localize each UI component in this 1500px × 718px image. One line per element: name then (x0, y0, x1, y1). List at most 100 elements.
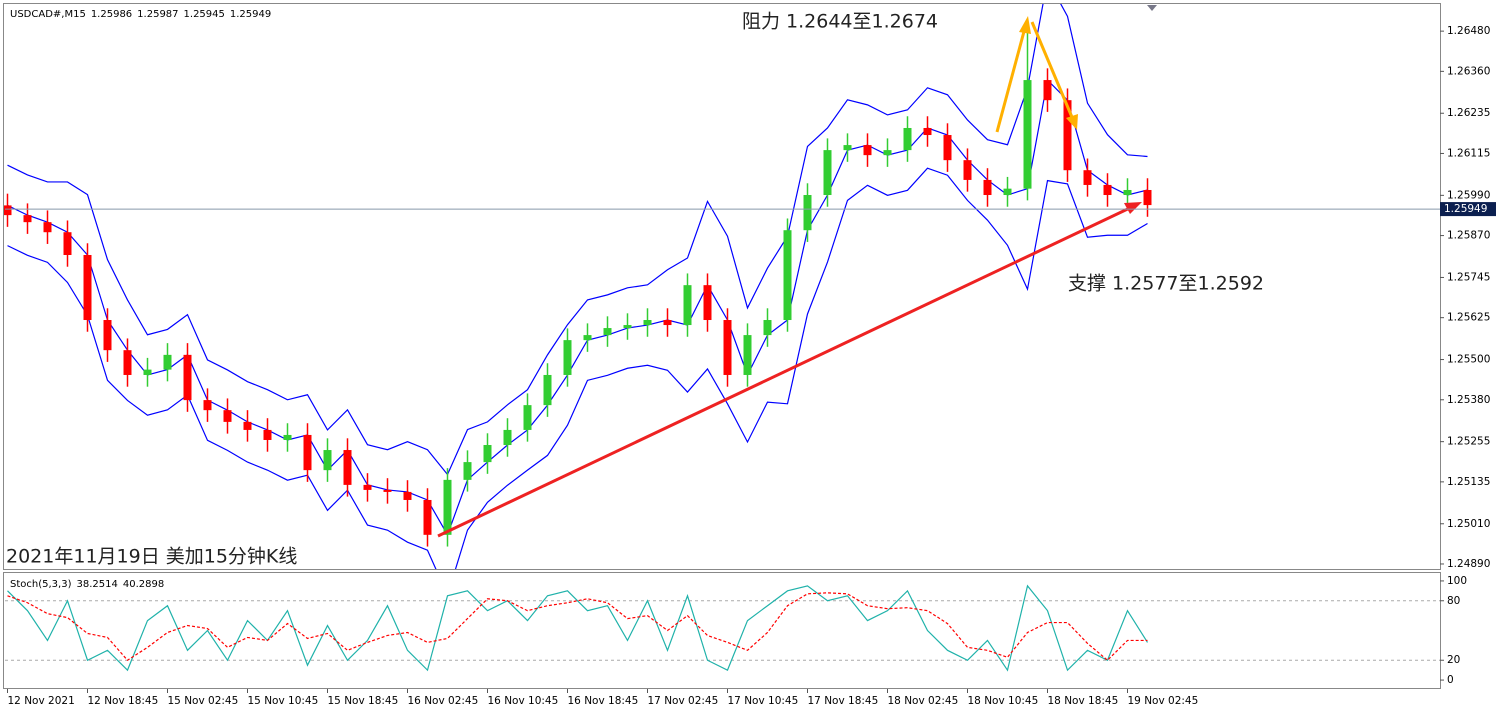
ohlc-value: 1.25949 (230, 9, 271, 20)
candle-body (423, 499, 432, 535)
indicator-name: Stoch(5,3,3) (10, 579, 72, 590)
candle-body (743, 335, 752, 375)
candle-body (583, 335, 592, 341)
stoch-signal (7, 592, 1148, 662)
y-tick-label: 0 (1447, 674, 1454, 686)
candle-body (863, 145, 872, 156)
candle-body (483, 445, 492, 463)
y-tick-label: 1.25990 (1447, 189, 1490, 201)
last-price-box (1440, 202, 1496, 217)
candle-body (303, 434, 312, 471)
candle-body (523, 405, 532, 430)
candle-body (923, 127, 932, 136)
candle-body (203, 400, 212, 411)
candle-body (1063, 100, 1072, 171)
main-panel (3, 3, 1441, 570)
candle-body (903, 127, 912, 151)
y-tick-label: 1.25135 (1447, 476, 1490, 488)
candle-body (4, 205, 12, 216)
y-tick-label: 1.25380 (1447, 394, 1490, 406)
candle-body (1123, 189, 1132, 196)
candle-body (703, 285, 712, 321)
x-tick-label: 15 Nov 18:45 (328, 695, 399, 707)
candle-body (343, 450, 352, 485)
rise-arrow (995, 23, 1028, 133)
candle-body (943, 135, 952, 161)
support-trendline (437, 204, 1135, 538)
candle-body (983, 179, 992, 196)
bollinger-band (7, 167, 1148, 569)
x-tick-label: 16 Nov 02:45 (408, 695, 479, 707)
candle-body (103, 320, 112, 351)
candle-body (1103, 184, 1112, 196)
y-tick-label: 1.25625 (1447, 312, 1490, 324)
shift-marker (1147, 5, 1157, 11)
candle-body (283, 434, 292, 440)
annotation: 阻力 1.2644至1.2674 (742, 11, 938, 33)
x-tick-label: 18 Nov 18:45 (1048, 695, 1119, 707)
ohlc-value: 1.25987 (137, 9, 178, 20)
candle-body (163, 354, 172, 370)
y-tick-label: 1.25255 (1447, 436, 1490, 448)
candle-body (243, 421, 252, 430)
candle-body (1043, 80, 1052, 101)
stoch-main (7, 584, 1149, 672)
candle-body (443, 479, 452, 535)
last-price-label: 1.25949 (1444, 203, 1487, 215)
indicator-value: 40.2898 (123, 579, 164, 590)
candle-body (383, 489, 392, 492)
candle-body (123, 350, 132, 375)
stoch-plot (5, 584, 1440, 672)
candle-body (183, 354, 192, 401)
y-tick-label: 1.25500 (1447, 354, 1490, 366)
candle-body (683, 285, 692, 326)
candle-body (1003, 188, 1012, 196)
ohlc-value: 1.25945 (184, 9, 225, 20)
indicator-value: 38.2514 (76, 579, 117, 590)
stoch-panel (3, 572, 1441, 689)
bollinger-band (7, 4, 1148, 476)
y-tick-label: 1.25870 (1447, 230, 1490, 242)
candle-body (603, 328, 612, 336)
candle-body (843, 145, 852, 151)
candle-body (323, 450, 332, 471)
x-tick-label: 18 Nov 02:45 (888, 695, 959, 707)
candle-body (23, 215, 32, 223)
arrow-head (1124, 202, 1142, 214)
candle-body (83, 254, 92, 321)
x-tick-label: 15 Nov 10:45 (248, 695, 319, 707)
candle-body (363, 484, 372, 490)
y-tick-label: 80 (1447, 595, 1460, 607)
annotation: 支撑 1.2577至1.2592 (1068, 273, 1264, 295)
candle-body (623, 325, 632, 329)
x-tick-label: 16 Nov 10:45 (488, 695, 559, 707)
symbol: USDCAD#,M15 (10, 9, 86, 20)
ohlc-value: 1.25986 (91, 9, 132, 20)
x-tick-label: 19 Nov 02:45 (1128, 695, 1199, 707)
candle-body (463, 462, 472, 480)
x-tick-label: 17 Nov 02:45 (648, 695, 719, 707)
candle-body (723, 320, 732, 375)
y-tick-label: 1.26360 (1447, 65, 1490, 77)
overlay: USDCAD#,M15 1.25986 1.25987 1.25945 1.25949 1… (5, 9, 1496, 707)
y-tick-label: 1.25010 (1447, 518, 1490, 530)
y-tick-label: 1.25745 (1447, 271, 1490, 283)
header: USDCAD#,M15 1.25986 1.25987 1.25945 1.25949 (10, 9, 271, 20)
y-tick-label: 1.24890 (1447, 558, 1490, 570)
trend-annotations (437, 5, 1157, 538)
x-tick-label: 17 Nov 18:45 (808, 695, 879, 707)
candle-body (823, 150, 832, 196)
y-tick-label: 1.26235 (1447, 107, 1490, 119)
annotation: 2021年11月19日 美加15分钟K线 (6, 546, 297, 568)
candle-body (503, 429, 512, 446)
candle-body (63, 232, 72, 255)
candle-body (403, 491, 412, 500)
x-tick-label: 12 Nov 18:45 (88, 695, 159, 707)
fall-arrow (1030, 21, 1076, 123)
candle-body (803, 195, 812, 231)
x-tick-label: 18 Nov 10:45 (968, 695, 1039, 707)
candle-body (543, 374, 552, 406)
x-tick-label: 17 Nov 10:45 (728, 695, 799, 707)
